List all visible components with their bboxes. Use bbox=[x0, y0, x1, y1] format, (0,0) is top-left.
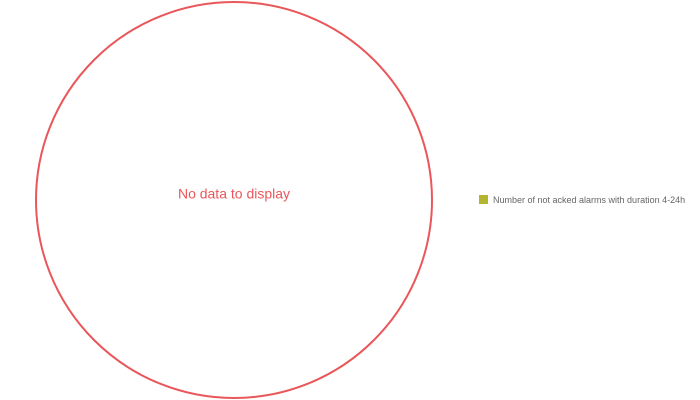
legend-label: Number of not acked alarms with duration… bbox=[493, 195, 685, 205]
legend-swatch bbox=[479, 195, 488, 204]
no-data-message: No data to display bbox=[178, 186, 290, 202]
pie-outline bbox=[35, 1, 433, 399]
